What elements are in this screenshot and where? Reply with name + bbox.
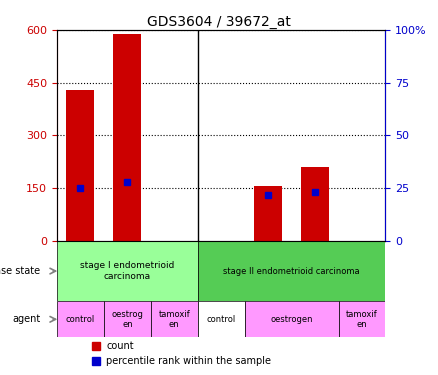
Text: tamoxif
en: tamoxif en [159,310,190,329]
Bar [113,33,141,241]
Text: oestrog
en: oestrog en [111,310,143,329]
Text: count: count [106,341,134,351]
Text: stage II endometrioid carcinoma: stage II endometrioid carcinoma [223,267,360,276]
Text: oestrogen: oestrogen [270,315,313,324]
FancyBboxPatch shape [57,241,198,301]
FancyBboxPatch shape [198,301,245,338]
FancyBboxPatch shape [151,301,198,338]
Text: control: control [207,315,236,324]
Text: tamoxif
en: tamoxif en [346,310,378,329]
Text: percentile rank within the sample: percentile rank within the sample [106,357,271,366]
Text: control: control [66,315,95,324]
FancyBboxPatch shape [245,301,339,338]
Text: disease state: disease state [0,266,40,276]
Bar [66,90,95,241]
FancyBboxPatch shape [104,301,151,338]
Bar [301,167,329,241]
FancyBboxPatch shape [339,301,385,338]
Text: stage I endometrioid
carcinoma: stage I endometrioid carcinoma [80,261,174,281]
FancyBboxPatch shape [57,301,104,338]
Text: GDS3604 / 39672_at: GDS3604 / 39672_at [147,15,291,29]
Text: agent: agent [12,314,40,324]
Bar [254,186,282,241]
FancyBboxPatch shape [198,241,385,301]
